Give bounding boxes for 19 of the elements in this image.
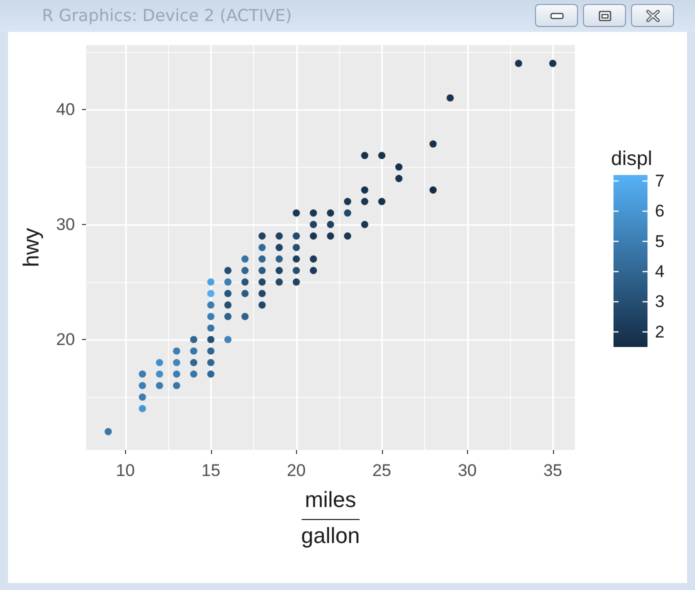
color-bar-label: 3 bbox=[655, 292, 664, 312]
color-bar-label: 6 bbox=[655, 202, 664, 221]
x-axis-title: miles gallon bbox=[301, 487, 360, 548]
color-bar-label: 5 bbox=[655, 232, 664, 251]
y-tick-label: 20 bbox=[56, 330, 75, 350]
color-bar-label: 2 bbox=[655, 322, 664, 342]
x-tick-label: 10 bbox=[116, 461, 135, 480]
color-bar-label: 7 bbox=[655, 172, 664, 191]
x-tick-label: 15 bbox=[201, 461, 220, 480]
y-tick-label: 40 bbox=[56, 100, 75, 119]
y-tick-label: 30 bbox=[56, 214, 75, 234]
color-bar-title: displ bbox=[611, 148, 652, 170]
x-tick-label: 30 bbox=[458, 461, 477, 480]
color-bar-label: 4 bbox=[655, 262, 664, 282]
chart-title: R Graphics: Device 2 (ACTIVE) bbox=[42, 6, 292, 26]
x-tick-label: 35 bbox=[543, 461, 562, 480]
x-tick-label: 20 bbox=[286, 461, 306, 480]
y-axis-title: hwy bbox=[18, 228, 44, 268]
x-tick-label: 25 bbox=[372, 461, 392, 480]
